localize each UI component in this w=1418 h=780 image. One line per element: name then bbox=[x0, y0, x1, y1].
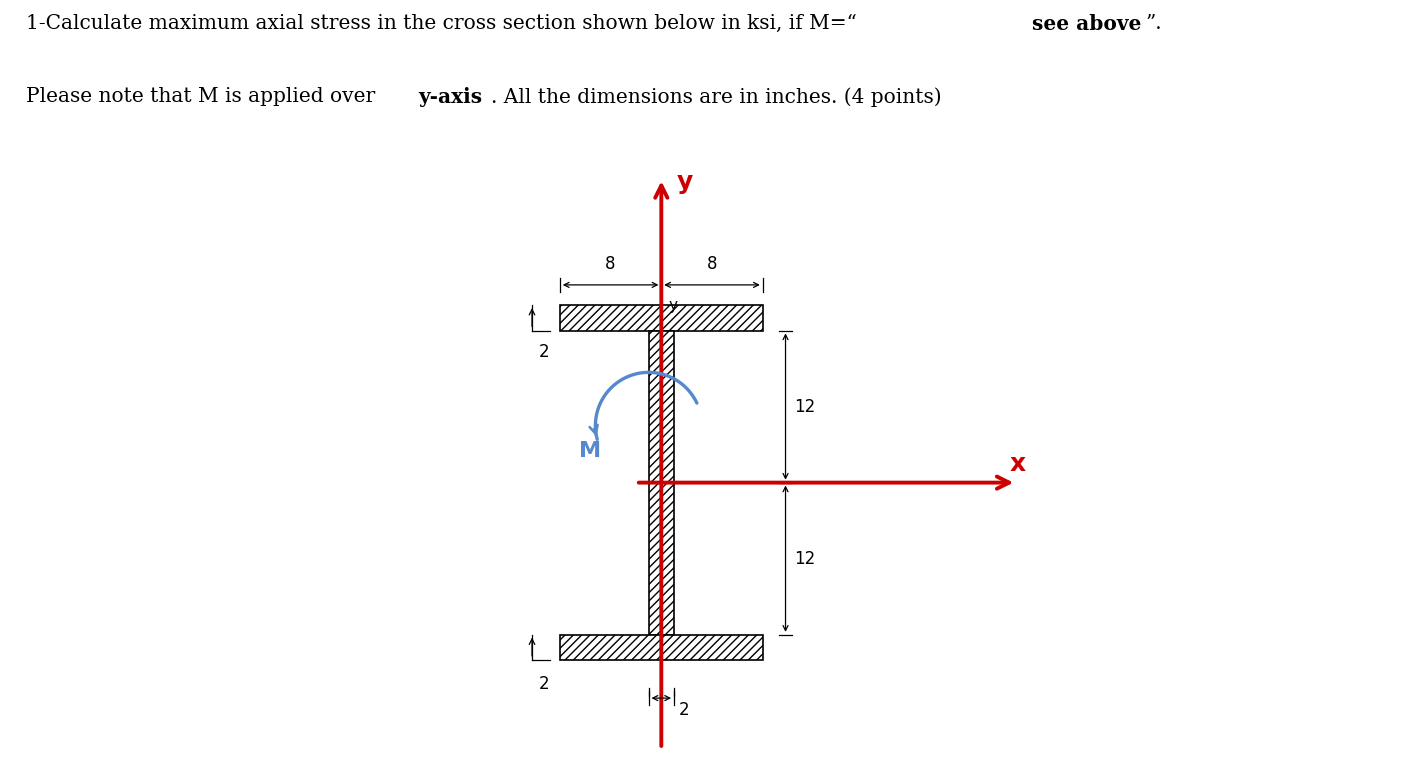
Text: 2: 2 bbox=[679, 700, 689, 718]
Text: M: M bbox=[579, 441, 601, 461]
Text: y: y bbox=[676, 170, 693, 194]
Bar bbox=[648, 331, 674, 635]
Text: 2: 2 bbox=[539, 675, 549, 693]
Text: see above: see above bbox=[1032, 14, 1141, 34]
Text: Please note that M is applied over: Please note that M is applied over bbox=[26, 87, 381, 106]
Text: x: x bbox=[1010, 452, 1027, 476]
Bar bbox=[560, 305, 763, 331]
Text: 1-Calculate maximum axial stress in the cross section shown below in ksi, if M=“: 1-Calculate maximum axial stress in the … bbox=[26, 14, 856, 33]
Text: . All the dimensions are in inches. (4 points): . All the dimensions are in inches. (4 p… bbox=[491, 87, 942, 107]
Text: y: y bbox=[669, 298, 678, 313]
Text: 8: 8 bbox=[706, 256, 718, 274]
Text: y-axis: y-axis bbox=[418, 87, 482, 107]
Text: 12: 12 bbox=[794, 398, 815, 416]
Text: 2: 2 bbox=[539, 343, 549, 361]
Text: 12: 12 bbox=[794, 550, 815, 568]
Text: 8: 8 bbox=[605, 256, 615, 274]
Bar bbox=[560, 635, 763, 660]
Text: ”.: ”. bbox=[1146, 14, 1163, 33]
